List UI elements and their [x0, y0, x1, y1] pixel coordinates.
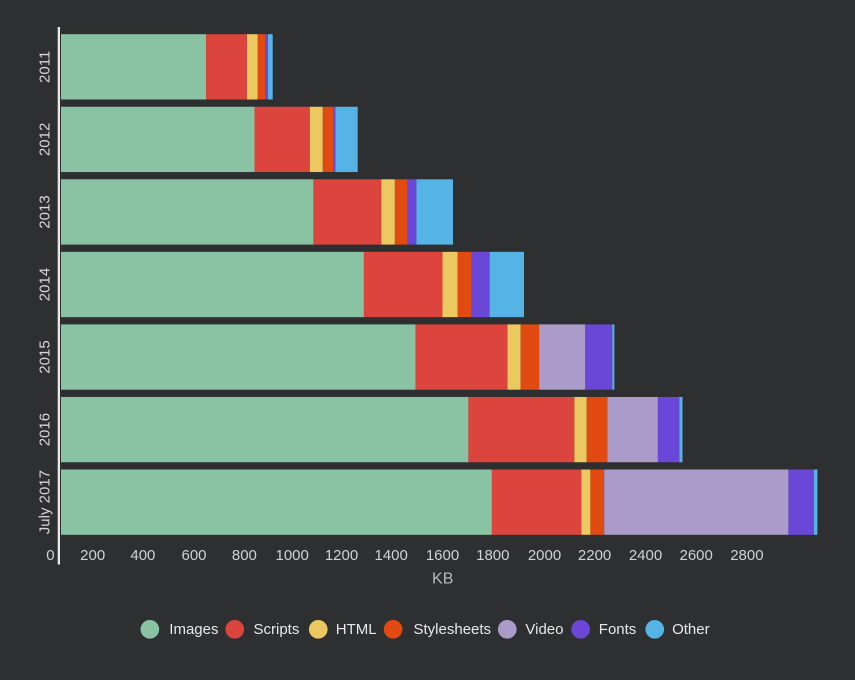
svg-text:1600: 1600 [426, 547, 459, 564]
svg-text:KB: KB [432, 571, 453, 588]
svg-text:Images: Images [169, 621, 218, 638]
svg-text:2000: 2000 [528, 547, 561, 564]
svg-text:1200: 1200 [325, 547, 358, 564]
svg-text:Other: Other [672, 621, 710, 638]
svg-text:HTML: HTML [336, 621, 377, 638]
svg-text:2600: 2600 [680, 547, 713, 564]
svg-text:400: 400 [130, 547, 155, 564]
svg-text:2800: 2800 [730, 547, 763, 564]
svg-text:2016: 2016 [37, 413, 54, 446]
svg-text:600: 600 [181, 547, 206, 564]
svg-text:2013: 2013 [37, 195, 54, 228]
svg-text:Fonts: Fonts [599, 621, 637, 638]
svg-text:800: 800 [232, 547, 257, 564]
svg-text:Stylesheets: Stylesheets [414, 621, 492, 638]
svg-text:1400: 1400 [375, 547, 408, 564]
svg-text:Scripts: Scripts [254, 621, 300, 638]
svg-text:1000: 1000 [276, 547, 309, 564]
svg-text:2200: 2200 [578, 547, 611, 564]
svg-text:200: 200 [80, 547, 105, 564]
svg-text:1800: 1800 [476, 547, 509, 564]
svg-text:2011: 2011 [37, 51, 54, 83]
svg-text:2400: 2400 [629, 547, 662, 564]
svg-text:Video: Video [525, 621, 563, 638]
svg-text:July 2017: July 2017 [37, 470, 54, 534]
svg-text:2012: 2012 [37, 123, 54, 156]
svg-text:2014: 2014 [37, 268, 54, 301]
svg-text:0: 0 [46, 547, 54, 564]
svg-text:2015: 2015 [37, 340, 54, 373]
